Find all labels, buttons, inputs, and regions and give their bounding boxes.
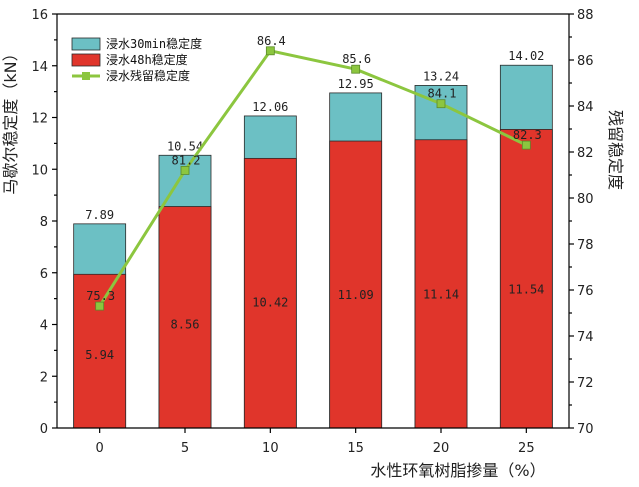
residual-stability-point [436,99,446,109]
legend-item-48h-label: 浸水48h稳定度 [106,52,188,67]
residual-stability-value-label: 81.2 [172,153,201,167]
y2-tick-label: 82 [577,146,594,161]
y2-tick-label: 86 [577,54,594,69]
residual-stability-value-label: 75.3 [86,289,115,303]
bar-48h-value-label: 11.54 [508,283,544,297]
bar-48h [499,129,553,429]
residual-stability-line-series: 75.3 81.2 86.4 85.6 84.1 82.3 [86,34,542,311]
y-axis-title: 马歇尔稳定度（kN） [1,45,20,194]
legend-item-residual-label: 浸水残留稳定度 [106,68,190,83]
bar-48h-value-label: 11.14 [423,287,459,301]
residual-stability-point [265,46,275,56]
y-tick-label: 12 [31,112,48,127]
y2-tick-label: 78 [577,238,594,253]
legend-item-48h-swatch [71,53,101,67]
bar-48h-value-label: 8.56 [171,317,200,331]
y2-tick-label: 84 [577,100,594,115]
bar-48h-value-label: 11.09 [338,288,374,302]
residual-stability-point [180,165,190,175]
y2-tick-label: 76 [577,284,594,299]
y-tick-label: 4 [40,319,48,334]
x-tick-label: 25 [518,441,535,456]
bar-48h-value-label: 10.42 [252,296,288,310]
residual-stability-value-label: 86.4 [257,34,286,48]
x-tick-label: 10 [262,441,279,456]
y-tick-label: 0 [40,422,48,437]
axes: 0 2 4 6 8 10 12 14 16 70 72 74 76 78 80 82 84 86 88 0 5 10 15 2… [31,8,593,456]
y-tick-label: 14 [31,60,48,75]
bar-30min-value-label: 10.54 [167,139,203,153]
residual-stability-line [98,49,527,307]
residual-stability-value-label: 82.3 [513,128,542,142]
y-tick-label: 2 [40,370,48,385]
x-tick-label: 20 [433,441,450,456]
legend-item-30min-label: 浸水30min稳定度 [106,36,202,51]
x-axis-title: 水性环氧树脂掺量（%） [370,461,545,480]
legend-item-residual-swatch-marker [82,72,90,80]
residual-stability-value-label: 85.6 [342,52,371,66]
residual-stability-point [521,140,531,150]
bars-30min-series [73,64,553,429]
x-tick-label: 15 [347,441,364,456]
bar-30min-value-label: 12.06 [252,100,288,114]
y2-tick-label: 88 [577,8,594,23]
bar-48h [414,139,468,429]
y-tick-label: 8 [40,215,48,230]
bar-48h [243,157,297,429]
bar-30min-value-label: 13.24 [423,69,459,83]
y-tick-label: 6 [40,267,48,282]
residual-stability-point [351,64,361,74]
x-tick-label: 0 [96,441,104,456]
bar-48h-value-label: 5.94 [85,348,114,362]
legend-item-30min-swatch [71,37,101,51]
residual-stability-value-label: 84.1 [428,87,457,101]
y-tick-label: 10 [31,163,48,178]
y2-tick-label: 70 [577,422,594,437]
y2-tick-label: 72 [577,376,594,391]
y-tick-label: 16 [31,8,48,23]
x-tick-label: 5 [181,441,189,456]
bar-30min-value-label: 14.02 [508,49,544,63]
residual-stability-point [95,301,105,311]
y2-axis-title: 残留稳定度 [606,110,625,190]
bar-30min-value-label: 12.95 [338,77,374,91]
bar-48h [329,140,383,429]
bar-labels: 7.89 5.94 10.54 8.56 12.06 10.42 12.95 11.09 13.… [85,49,544,362]
bars-48h-series [73,129,553,429]
y2-tick-label: 74 [577,330,594,345]
bar-48h [158,206,212,429]
bar-30min-value-label: 7.89 [85,208,114,222]
y2-tick-label: 80 [577,192,594,207]
